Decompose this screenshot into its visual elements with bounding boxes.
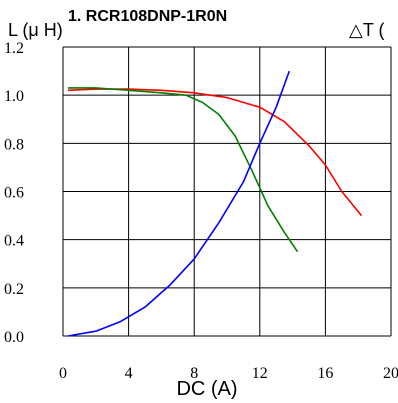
y-axis-label: L (μ H) bbox=[8, 20, 63, 40]
series-line-1 bbox=[67, 87, 299, 253]
x-tick-label-1: 4 bbox=[125, 365, 133, 382]
y-tick-labels: 0.0 0.2 0.4 0.6 0.8 1.0 1.2 bbox=[4, 40, 24, 346]
y2-axis-label: △T ( bbox=[349, 20, 385, 40]
y-tick-label-2: 0.4 bbox=[4, 233, 24, 250]
grid bbox=[62, 46, 392, 337]
y-tick-label-0: 0.0 bbox=[4, 329, 24, 346]
y-tick-label-1: 0.2 bbox=[4, 281, 24, 298]
x-tick-label-5: 20 bbox=[383, 365, 398, 382]
x-axis-label: DC (A) bbox=[176, 378, 237, 400]
y-tick-label-3: 0.6 bbox=[4, 185, 24, 202]
x-tick-labels: 0 4 8 12 16 20 bbox=[59, 365, 398, 382]
y-tick-label-4: 0.8 bbox=[4, 136, 24, 153]
y-tick-label-6: 1.2 bbox=[4, 40, 24, 57]
series-lines bbox=[67, 70, 363, 337]
y-tick-label-5: 1.0 bbox=[4, 88, 24, 105]
x-tick-label-2: 8 bbox=[190, 365, 198, 382]
series-line-2 bbox=[67, 70, 291, 337]
x-tick-label-3: 12 bbox=[252, 365, 268, 382]
series-line-0 bbox=[67, 88, 363, 217]
chart-title: 1. RCR108DNP-1R0N bbox=[68, 8, 227, 25]
x-tick-label-0: 0 bbox=[59, 365, 67, 382]
x-tick-label-4: 16 bbox=[317, 365, 333, 382]
